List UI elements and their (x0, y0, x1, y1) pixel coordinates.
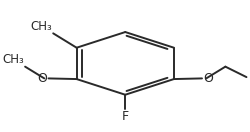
Text: O: O (38, 72, 47, 85)
Text: CH₃: CH₃ (30, 20, 52, 33)
Text: F: F (122, 110, 129, 123)
Text: O: O (203, 72, 213, 85)
Text: CH₃: CH₃ (2, 53, 24, 66)
